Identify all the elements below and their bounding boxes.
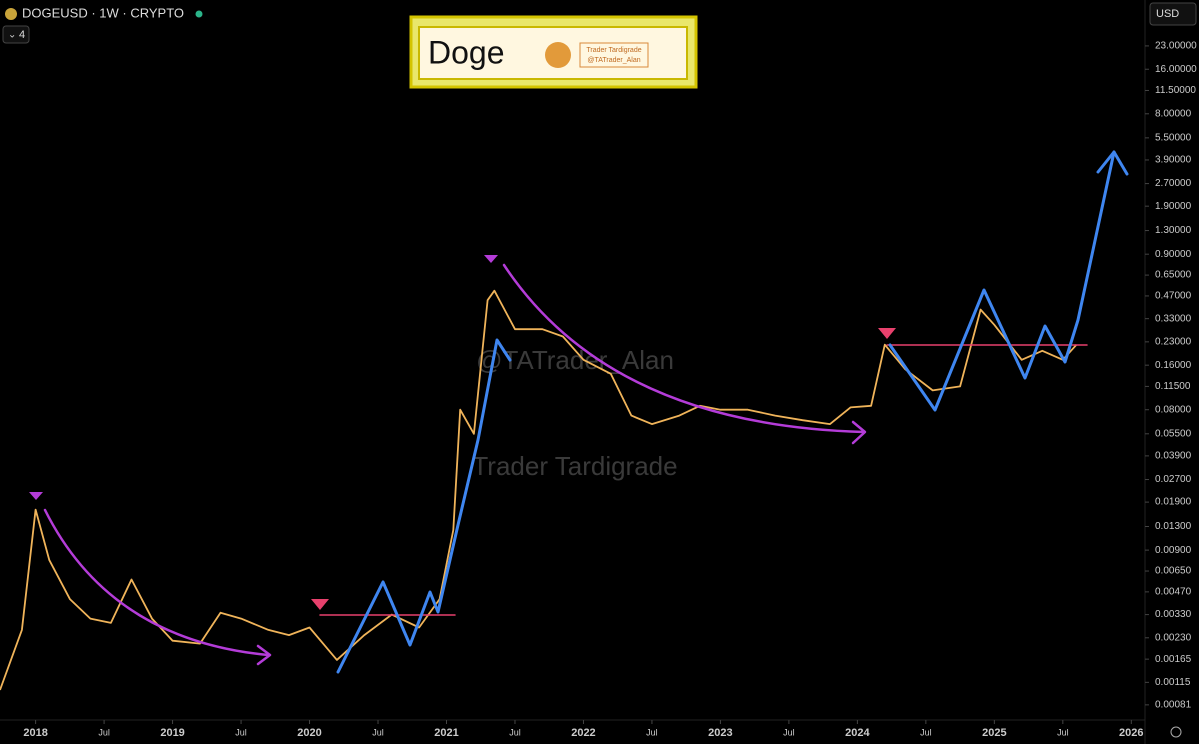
projection-path	[888, 150, 1116, 412]
y-tick-label: 0.00081	[1155, 700, 1192, 711]
y-tick-label: 0.11500	[1155, 381, 1191, 392]
logo-frame	[579, 42, 649, 68]
logo-text: @TATrader_Alan	[587, 57, 640, 64]
collapse-icon: ⌄	[8, 30, 16, 41]
logo-text: Trader Tardigrade	[586, 47, 641, 54]
currency-button[interactable]	[1149, 2, 1197, 26]
title: Doge	[428, 34, 505, 70]
y-tick-label: 0.33000	[1155, 313, 1192, 324]
settings-icon[interactable]	[1170, 726, 1182, 738]
x-tick-label: 2020	[297, 727, 321, 739]
y-tick-label: 0.00650	[1155, 566, 1192, 577]
x-tick-label: Jul	[235, 727, 247, 737]
y-tick-label: 0.00115	[1155, 677, 1191, 688]
y-tick-label: 5.50000	[1155, 133, 1192, 144]
x-tick-label: 2019	[160, 727, 184, 739]
y-tick-label: 0.65000	[1155, 270, 1192, 281]
x-tick-label: Jul	[783, 727, 795, 737]
y-tick-label: 8.00000	[1155, 108, 1192, 119]
y-tick-label: 1.90000	[1155, 201, 1192, 212]
watermark: Trader Tardigrade	[472, 451, 677, 481]
x-tick-label: 2021	[434, 727, 458, 739]
y-tick-label: 1.30000	[1155, 225, 1192, 236]
price-line	[0, 289, 1078, 691]
y-tick-label: 2.70000	[1155, 178, 1192, 189]
coin-icon	[5, 8, 17, 20]
x-tick-label: Jul	[1057, 727, 1069, 737]
x-tick-label: 2022	[571, 727, 595, 739]
x-tick-label: Jul	[372, 727, 384, 737]
y-tick-label: 0.00900	[1155, 545, 1192, 556]
y-tick-label: 0.08000	[1155, 404, 1192, 415]
arrow-head	[256, 644, 272, 666]
y-tick-label: 0.16000	[1155, 360, 1192, 371]
x-tick-label: Jul	[509, 727, 521, 737]
y-tick-label: 0.90000	[1155, 249, 1192, 260]
y-tick-label: 0.47000	[1155, 291, 1192, 302]
currency: USD	[1156, 8, 1179, 20]
y-tick-label: 0.00230	[1155, 632, 1192, 643]
x-tick-label: 2018	[23, 727, 47, 739]
trend-curve	[43, 508, 270, 657]
arrow-head	[851, 420, 867, 445]
status-dot	[195, 10, 203, 18]
y-tick-label: 23.00000	[1155, 41, 1197, 52]
y-tick-label: 3.90000	[1155, 155, 1192, 166]
y-tick-label: 0.05500	[1155, 428, 1192, 439]
y-tick-label: 0.00165	[1155, 654, 1192, 665]
indicator-count: 4	[19, 29, 25, 41]
logo-icon	[545, 42, 571, 68]
y-tick-label: 16.00000	[1155, 64, 1197, 75]
y-tick-label: 0.01300	[1155, 521, 1192, 532]
peak-marker	[311, 599, 329, 610]
y-tick-label: 11.50000	[1155, 85, 1196, 96]
y-tick-label: 0.03900	[1155, 451, 1192, 462]
projection-path	[336, 338, 512, 674]
peak-marker	[29, 492, 43, 500]
peak-marker	[484, 255, 498, 263]
x-tick-label: Jul	[920, 727, 932, 737]
y-tick-label: 0.02700	[1155, 474, 1192, 485]
annotations	[43, 150, 1129, 674]
x-tick-label: 2026	[1119, 727, 1143, 739]
y-tick-label: 0.01900	[1155, 497, 1192, 508]
y-tick-label: 0.00470	[1155, 587, 1192, 598]
badge[interactable]	[2, 25, 30, 44]
arrow-head	[1096, 150, 1129, 176]
x-tick-label: 2025	[982, 727, 1006, 739]
plot-area	[0, 289, 1078, 691]
peak-marker	[878, 328, 896, 339]
x-tick-label: Jul	[98, 727, 110, 737]
x-tick-label: 2023	[708, 727, 732, 739]
y-tick-label: 0.00330	[1155, 609, 1192, 620]
symbol[interactable]: DOGEUSD · 1W · CRYPTO	[22, 5, 184, 20]
trend-curve	[502, 263, 866, 434]
x-tick-label: Jul	[646, 727, 658, 737]
y-tick-label: 0.23000	[1155, 337, 1192, 348]
x-tick-label: 2024	[845, 727, 870, 739]
